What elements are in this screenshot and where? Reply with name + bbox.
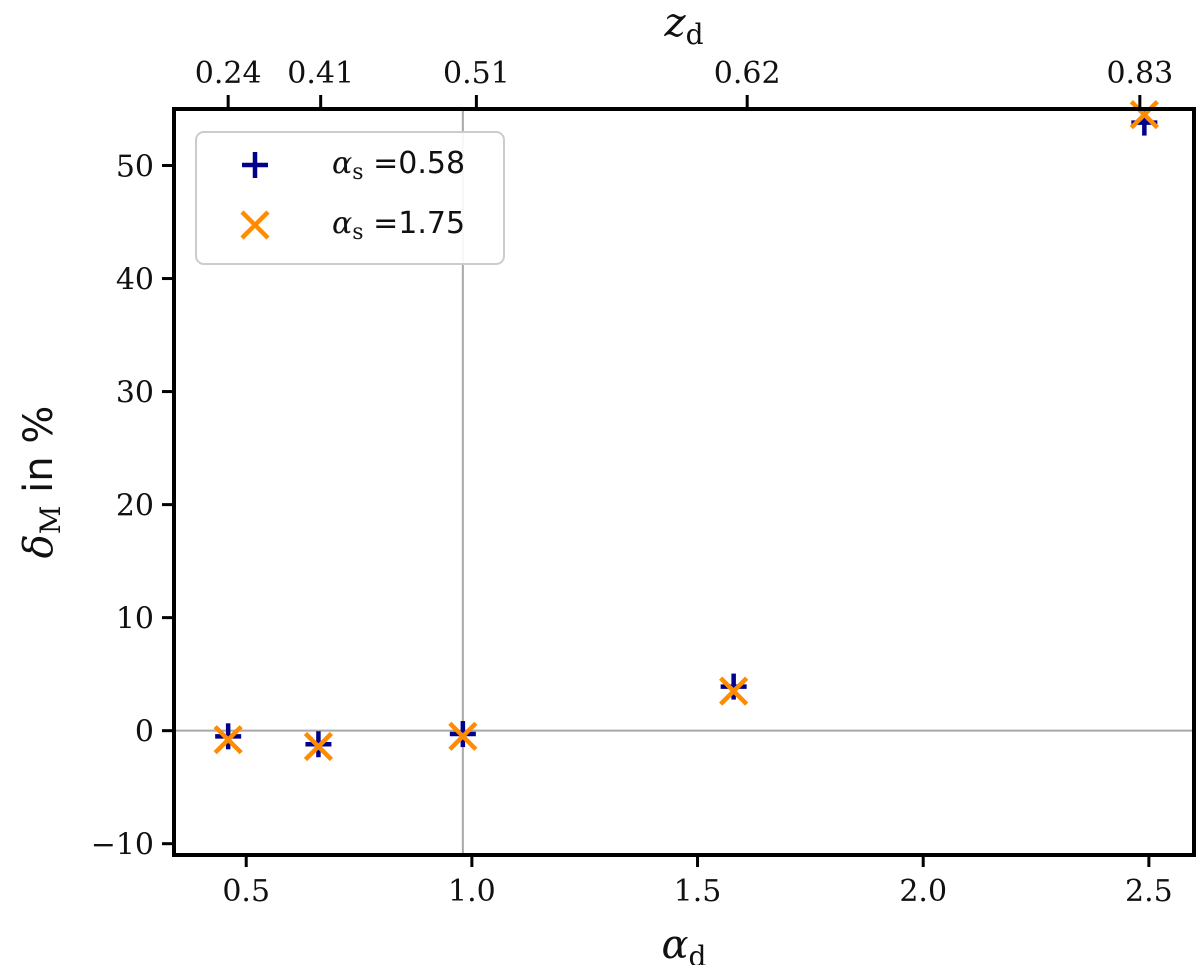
data-point-series-1 <box>215 723 242 750</box>
y-tick-label: 20 <box>116 489 154 524</box>
legend-markers <box>240 152 270 240</box>
x-tick-label: 1.5 <box>674 874 722 909</box>
legend-box <box>195 131 505 265</box>
top-axis-ticks: 0.24 0.41 0.51 0.62 0.83 <box>195 56 1173 109</box>
y-axis-title: δM in % <box>16 406 67 559</box>
data-point-series-2 <box>303 731 334 762</box>
top-tick-label: 0.51 <box>443 56 510 91</box>
top-tick-label: 0.41 <box>287 56 354 91</box>
data-point-series-1 <box>720 673 747 700</box>
top-tick-label: 0.83 <box>1106 56 1173 91</box>
y-tick-label: 30 <box>116 376 154 411</box>
x-tick-label: 2.0 <box>899 874 947 909</box>
legend-entry-series-1: αs =0.58 <box>332 146 465 185</box>
y-tick-label: 0 <box>135 715 154 750</box>
data-point-series-2 <box>448 721 478 751</box>
data-points <box>213 100 1159 762</box>
y-tick-label: 40 <box>116 263 154 298</box>
x-marker-stroke-b <box>448 721 478 751</box>
legend-entry-series-2: αs =1.75 <box>332 206 465 245</box>
x-tick-label: 0.5 <box>222 874 270 909</box>
top-tick-label: 0.24 <box>195 56 262 91</box>
y-tick-label: 10 <box>116 602 154 637</box>
x-marker-stroke-b <box>303 731 334 762</box>
y-tick-label: −10 <box>91 828 154 863</box>
legend-marker-series-2 <box>240 210 270 240</box>
x-axis-ticks: 0.5 1.0 1.5 2.0 2.5 <box>222 855 1173 909</box>
top-axis-title: zd <box>663 0 703 51</box>
x-marker-stroke-b <box>213 725 243 755</box>
y-tick-label: 50 <box>116 150 154 185</box>
x-marker-stroke-b <box>240 210 270 240</box>
legend-marker-series-1 <box>242 152 268 178</box>
x-marker-stroke-b <box>719 676 749 706</box>
x-axis-title: αd <box>662 922 707 965</box>
x-marker-stroke-b <box>1129 100 1159 130</box>
data-point-series-2 <box>213 725 243 755</box>
x-tick-label: 1.0 <box>448 874 496 909</box>
y-axis-ticks: −10 0 10 20 30 40 50 <box>91 150 174 863</box>
plot-frame <box>172 107 1196 857</box>
x-tick-label: 2.5 <box>1125 874 1173 909</box>
data-point-series-2 <box>1129 100 1159 130</box>
top-tick-label: 0.62 <box>714 56 781 91</box>
legend: αs =0.58 αs =1.75 <box>195 131 505 265</box>
data-point-series-2 <box>719 676 749 706</box>
